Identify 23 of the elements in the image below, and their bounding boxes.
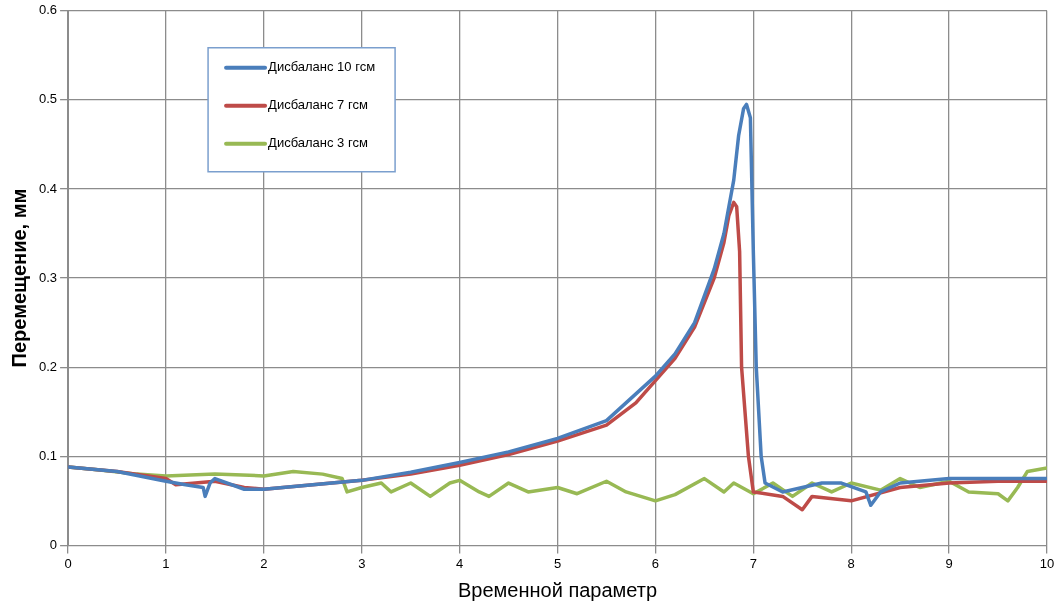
legend-label: Дисбаланс 7 гсм (268, 97, 368, 113)
x-tick-label: 1 (162, 555, 170, 571)
y-tick-label: 0.6 (38, 2, 58, 18)
legend-label: Дисбаланс 10 гсм (268, 59, 376, 75)
y-axis-title: Перемещение, мм (7, 188, 30, 368)
x-tick-label: 0 (64, 555, 72, 571)
x-tick-label: 6 (651, 555, 660, 571)
x-tick-label: 4 (456, 555, 464, 571)
y-tick-label: 0.4 (38, 180, 58, 196)
x-tick-label: 8 (847, 555, 855, 571)
y-tick-label: 0 (49, 536, 58, 552)
x-tick-label: 3 (358, 555, 366, 571)
x-tick-label: 10 (1039, 555, 1055, 571)
x-tick-label: 7 (749, 555, 757, 571)
x-tick-label: 5 (553, 555, 562, 571)
x-tick-label: 2 (260, 555, 268, 571)
y-tick-label: 0.1 (38, 447, 58, 463)
x-tick-label: 9 (945, 555, 953, 571)
x-axis-title: Временной параметр (457, 578, 658, 601)
legend-label: Дисбаланс 3 гсм (268, 135, 368, 151)
y-tick-label: 0.5 (38, 91, 58, 107)
y-tick-label: 0.2 (38, 358, 58, 374)
y-tick-label: 0.3 (38, 269, 58, 285)
